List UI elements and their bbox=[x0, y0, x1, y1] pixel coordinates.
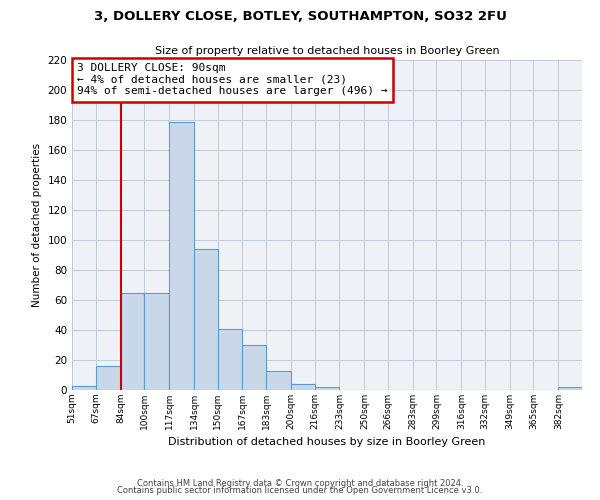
Bar bbox=[314, 387, 340, 390]
Bar bbox=[194, 249, 218, 390]
Bar bbox=[95, 366, 121, 390]
Bar bbox=[121, 292, 144, 390]
Title: Size of property relative to detached houses in Boorley Green: Size of property relative to detached ho… bbox=[155, 46, 499, 56]
Bar bbox=[144, 292, 169, 390]
X-axis label: Distribution of detached houses by size in Boorley Green: Distribution of detached houses by size … bbox=[169, 438, 485, 448]
Bar bbox=[559, 387, 582, 390]
Bar bbox=[291, 384, 314, 390]
Bar bbox=[242, 345, 266, 390]
Text: 3, DOLLERY CLOSE, BOTLEY, SOUTHAMPTON, SO32 2FU: 3, DOLLERY CLOSE, BOTLEY, SOUTHAMPTON, S… bbox=[94, 10, 506, 23]
Bar bbox=[218, 328, 242, 390]
Bar bbox=[266, 370, 291, 390]
Bar bbox=[169, 122, 194, 390]
Text: 3 DOLLERY CLOSE: 90sqm
← 4% of detached houses are smaller (23)
94% of semi-deta: 3 DOLLERY CLOSE: 90sqm ← 4% of detached … bbox=[77, 64, 388, 96]
Y-axis label: Number of detached properties: Number of detached properties bbox=[32, 143, 42, 307]
Text: Contains public sector information licensed under the Open Government Licence v3: Contains public sector information licen… bbox=[118, 486, 482, 495]
Text: Contains HM Land Registry data © Crown copyright and database right 2024.: Contains HM Land Registry data © Crown c… bbox=[137, 478, 463, 488]
Bar bbox=[72, 386, 95, 390]
